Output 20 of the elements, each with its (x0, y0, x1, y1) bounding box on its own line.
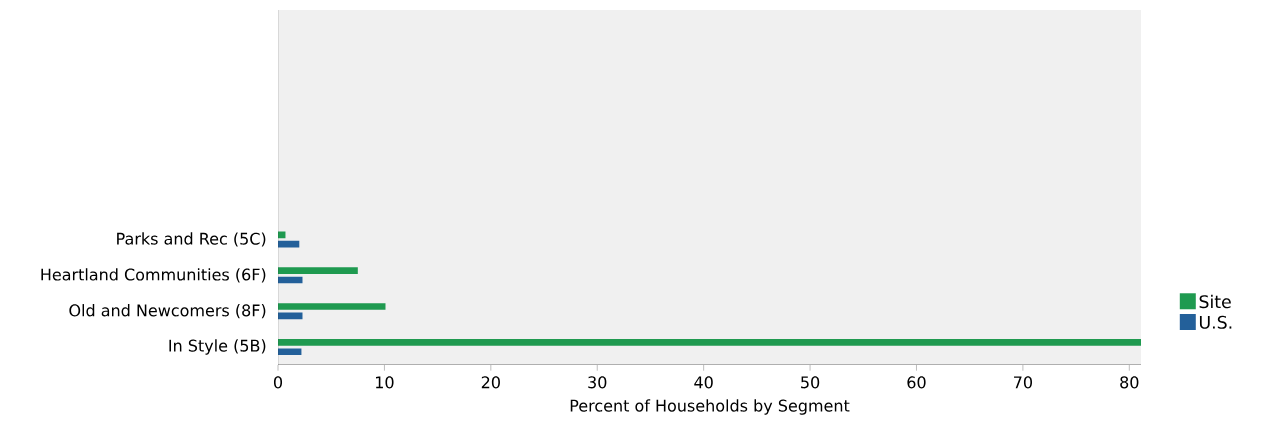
y-tick-label: Parks and Rec (5C) (117, 232, 266, 247)
x-tick-label: 80 (1120, 376, 1139, 389)
x-tick-label: 50 (801, 376, 820, 389)
x-tick-label: 0 (273, 376, 283, 389)
bar (278, 339, 1142, 346)
legend-label: Site (1199, 294, 1231, 309)
y-tick-label: Old and Newcomers (8F) (69, 304, 266, 319)
y-tick-label: Heartland Communities (6F) (41, 268, 266, 283)
legend-label: U.S. (1199, 315, 1232, 329)
x-tick-label: 20 (481, 376, 500, 389)
x-tick-label: 70 (1014, 376, 1033, 389)
bar (278, 303, 386, 310)
y-tick-label: In Style (5B) (169, 339, 266, 355)
x-tick-label: 40 (694, 376, 713, 389)
x-axis-title: Percent of Households by Segment (570, 399, 850, 415)
x-tick-label: 10 (376, 376, 394, 389)
x-tick-label: 60 (907, 376, 926, 389)
x-tick-label: 30 (588, 376, 607, 389)
bar (278, 348, 302, 356)
bar (278, 267, 358, 275)
